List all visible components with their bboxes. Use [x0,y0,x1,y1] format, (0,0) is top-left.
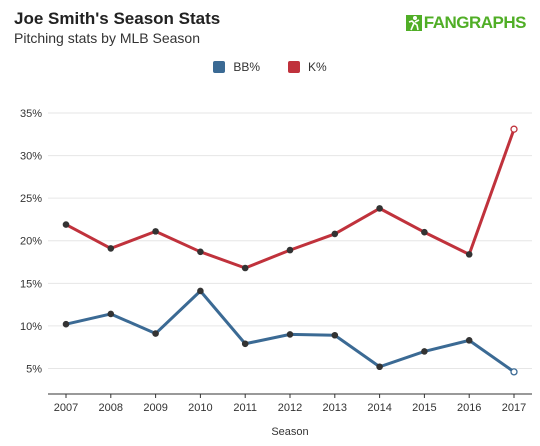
data-point-bb[interactable] [286,331,294,338]
chart-subtitle: Pitching stats by MLB Season [14,30,200,46]
data-point-k[interactable] [241,264,249,272]
x-tick-label: 2010 [188,402,212,414]
x-tick-label: 2007 [54,402,78,414]
data-point-k[interactable] [376,205,383,212]
data-point-bb[interactable] [510,368,518,376]
data-point-k[interactable] [421,228,428,236]
y-tick-label: 15% [20,278,42,290]
legend-label-bb: BB% [233,60,260,74]
legend-label-k: K% [308,60,327,74]
data-point-bb[interactable] [152,330,159,337]
y-tick-label: 10% [20,321,42,333]
logo-text-fan: FAN [423,13,457,32]
data-point-bb[interactable] [331,331,339,339]
y-tick-label: 35% [20,108,42,120]
tick-labels: 5% 10% 15% 20% 25% 30% 35% 2007 2008 2009 2010 2011… [20,108,526,414]
data-point-bb[interactable] [62,320,70,328]
x-tick-label: 2011 [233,402,257,414]
data-point-bb[interactable] [241,340,249,348]
x-tick-label: 2012 [278,402,302,414]
y-tick-label: 30% [20,151,42,163]
y-tick-label: 25% [20,193,42,205]
data-point-bb[interactable] [421,348,428,355]
x-tick-label: 2013 [323,402,347,414]
data-point-bb[interactable] [376,363,383,371]
data-point-bb[interactable] [197,287,204,295]
series-lines [62,125,518,376]
x-tick-label: 2015 [412,402,436,414]
chart-legend: BB% K% [0,60,540,74]
x-tick-label: 2009 [143,402,167,414]
data-point-k[interactable] [152,228,159,235]
data-point-k[interactable] [107,245,115,252]
legend-swatch-k [288,61,300,73]
data-point-k[interactable] [286,246,294,254]
x-tick-label: 2017 [502,402,526,414]
data-point-k[interactable] [197,248,204,256]
y-tick-label: 5% [26,363,42,375]
data-point-k[interactable] [331,230,339,238]
x-axis-title: Season [271,426,308,438]
fangraphs-logo: FAN GRAPHS [405,12,526,34]
grid-lines [48,112,532,369]
legend-swatch-bb [213,61,226,73]
data-point-k[interactable] [510,125,518,133]
y-tick-label: 20% [20,236,42,248]
axes [48,393,532,398]
legend-item-bb[interactable]: BB% [213,60,260,74]
player-silhouette-icon [405,15,422,31]
data-point-bb[interactable] [107,310,115,318]
x-tick-label: 2008 [99,402,123,414]
data-point-k[interactable] [62,221,70,228]
chart-title: Joe Smith's Season Stats [14,9,221,28]
x-tick-label: 2014 [367,402,391,414]
legend-item-k[interactable]: K% [288,60,327,74]
data-point-bb[interactable] [465,337,473,344]
logo-text-graphs: GRAPHS [456,13,526,32]
x-tick-label: 2016 [457,402,481,414]
data-point-k[interactable] [465,251,473,258]
